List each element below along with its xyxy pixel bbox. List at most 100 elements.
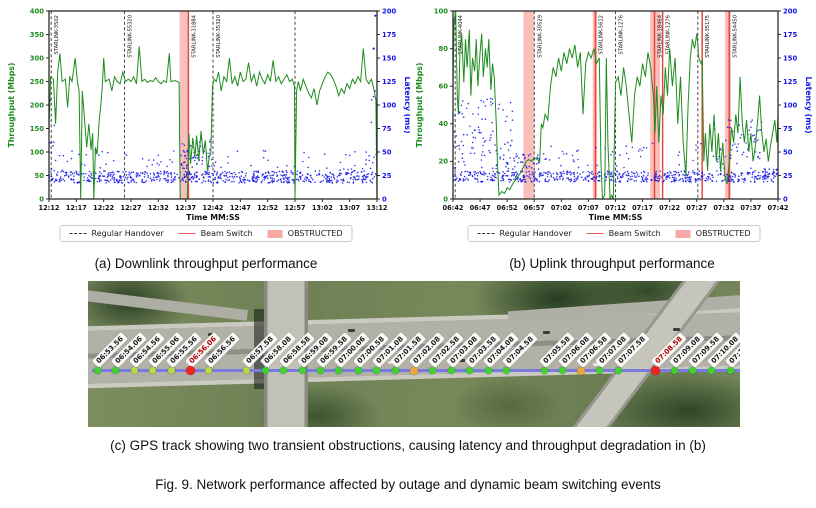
svg-text:12:12: 12:12	[39, 204, 60, 212]
subcaption-a: (a) Downlink throughput performance	[94, 256, 318, 271]
svg-text:07:37: 07:37	[740, 204, 761, 212]
red-line-swatch	[178, 233, 196, 234]
svg-text:Latency (ms): Latency (ms)	[804, 76, 813, 133]
subcaption-b: (b) Uplink throughput performance	[509, 256, 715, 271]
subcaption-c: (c) GPS track showing two transient obst…	[110, 438, 706, 453]
legend-label: Beam Switch	[608, 229, 661, 238]
svg-text:175: 175	[382, 31, 396, 39]
gps-point-dot-ygreen	[205, 367, 213, 374]
gps-point-dot-green	[261, 367, 269, 374]
gps-point-dot-green	[596, 367, 604, 374]
uplink-chart-panel: STARLINK-4044 STARLINK-30529 STARLINK-1276…	[410, 4, 816, 254]
svg-text:STARLINK-35320: STARLINK-35320	[216, 15, 222, 58]
svg-text:50: 50	[783, 148, 793, 156]
gps-point-dot-green	[670, 367, 678, 374]
gps-point-dot-green	[466, 367, 474, 374]
svg-text:80: 80	[439, 45, 449, 53]
svg-text:150: 150	[783, 54, 797, 62]
svg-text:06:52: 06:52	[497, 204, 518, 212]
svg-text:STARLINK-35175: STARLINK-35175	[705, 15, 711, 58]
svg-text:13:07: 13:07	[339, 204, 360, 212]
gps-point-dot-green	[484, 367, 492, 374]
figure-caption: Fig. 9. Network performance affected by …	[155, 477, 661, 492]
gps-point-dot-green	[540, 367, 548, 374]
gps-point-dot-ygreen	[130, 367, 138, 374]
svg-text:STARLINK-5612: STARLINK-5612	[598, 15, 604, 54]
uplink-legend: Regular Handover Beam Switch OBSTRUCTED	[467, 225, 761, 242]
gps-point-dot-orange	[577, 366, 586, 375]
svg-text:Time MM:SS: Time MM:SS	[186, 213, 240, 220]
svg-text:STARLINK-54450: STARLINK-54450	[732, 15, 738, 58]
legend-label: Beam Switch	[200, 229, 253, 238]
svg-text:175: 175	[783, 31, 797, 39]
svg-text:07:22: 07:22	[659, 204, 680, 212]
uplink-chart: STARLINK-4044 STARLINK-30529 STARLINK-1276…	[415, 7, 813, 220]
svg-text:13:02: 13:02	[312, 204, 333, 212]
svg-text:0: 0	[382, 195, 387, 203]
obstructed-swatch	[267, 229, 283, 238]
svg-text:STARLINK-18464: STARLINK-18464	[658, 14, 664, 57]
svg-text:07:27: 07:27	[686, 204, 707, 212]
svg-text:40: 40	[439, 120, 449, 128]
svg-text:200: 200	[783, 7, 797, 15]
svg-text:75: 75	[382, 125, 392, 133]
gps-point-dot-green	[280, 367, 288, 374]
legend-label: Regular Handover	[91, 229, 164, 238]
svg-text:100: 100	[382, 101, 396, 109]
svg-text:06:57: 06:57	[524, 204, 545, 212]
svg-text:350: 350	[30, 31, 44, 39]
svg-text:STARLINK-3502: STARLINK-3502	[54, 15, 60, 54]
vehicle	[593, 363, 600, 366]
gps-point-dot-green	[559, 367, 567, 374]
svg-text:100: 100	[783, 101, 797, 109]
gps-point-dot-orange	[409, 366, 418, 375]
svg-text:12:42: 12:42	[203, 204, 224, 212]
ramp-road-top-left	[88, 288, 248, 321]
svg-text:12:47: 12:47	[230, 204, 251, 212]
downlink-chart: STARLINK-3502 STARLINK-55320 STARLINK-3532…	[7, 7, 410, 220]
svg-text:Time MM:SS: Time MM:SS	[589, 213, 643, 220]
gps-point-dot-green	[373, 367, 381, 374]
gps-point-dot-green	[335, 367, 343, 374]
svg-text:200: 200	[30, 101, 44, 109]
gps-point-dot-ygreen	[243, 367, 251, 374]
legend-item-obstructed: OBSTRUCTED	[675, 229, 750, 238]
svg-text:75: 75	[783, 125, 793, 133]
gps-point-dot-green	[354, 367, 362, 374]
svg-text:STARLINK-55320: STARLINK-55320	[127, 15, 133, 58]
svg-text:STARLINK-1276: STARLINK-1276	[619, 15, 625, 54]
svg-text:125: 125	[382, 78, 396, 86]
gps-point-dot-green	[615, 367, 623, 374]
svg-text:12:32: 12:32	[148, 204, 169, 212]
legend-label: OBSTRUCTED	[287, 229, 343, 238]
svg-text:25: 25	[783, 172, 793, 180]
legend-item-obstructed: OBSTRUCTED	[267, 229, 343, 238]
svg-text:06:47: 06:47	[470, 204, 491, 212]
svg-text:07:02: 07:02	[551, 204, 572, 212]
gps-point-dot-green	[298, 367, 306, 374]
gps-point-dot-ygreen	[149, 367, 157, 374]
legend-item-beam-switch: Beam Switch	[586, 229, 661, 238]
svg-text:06:42: 06:42	[443, 204, 464, 212]
svg-text:25: 25	[382, 172, 392, 180]
svg-text:07:32: 07:32	[713, 204, 734, 212]
svg-text:100: 100	[434, 7, 448, 15]
svg-text:100: 100	[30, 148, 44, 156]
gps-point-dot-green	[503, 367, 511, 374]
svg-text:0: 0	[783, 195, 788, 203]
svg-text:Throughput (Mbps): Throughput (Mbps)	[7, 62, 16, 147]
gps-point-dot-red	[651, 366, 661, 375]
gps-point-dot-green	[93, 367, 101, 374]
svg-text:60: 60	[439, 83, 449, 91]
gps-point-dot-green	[689, 367, 697, 374]
gps-point-dot-green	[708, 367, 716, 374]
svg-text:12:52: 12:52	[257, 204, 278, 212]
svg-text:200: 200	[382, 7, 396, 15]
legend-item-beam-switch: Beam Switch	[178, 229, 253, 238]
downlink-legend: Regular Handover Beam Switch OBSTRUCTED	[59, 225, 353, 242]
gps-point-dot-green	[726, 367, 734, 374]
svg-text:Latency (ms): Latency (ms)	[403, 76, 410, 133]
svg-text:0: 0	[39, 195, 44, 203]
svg-text:20: 20	[439, 158, 449, 166]
